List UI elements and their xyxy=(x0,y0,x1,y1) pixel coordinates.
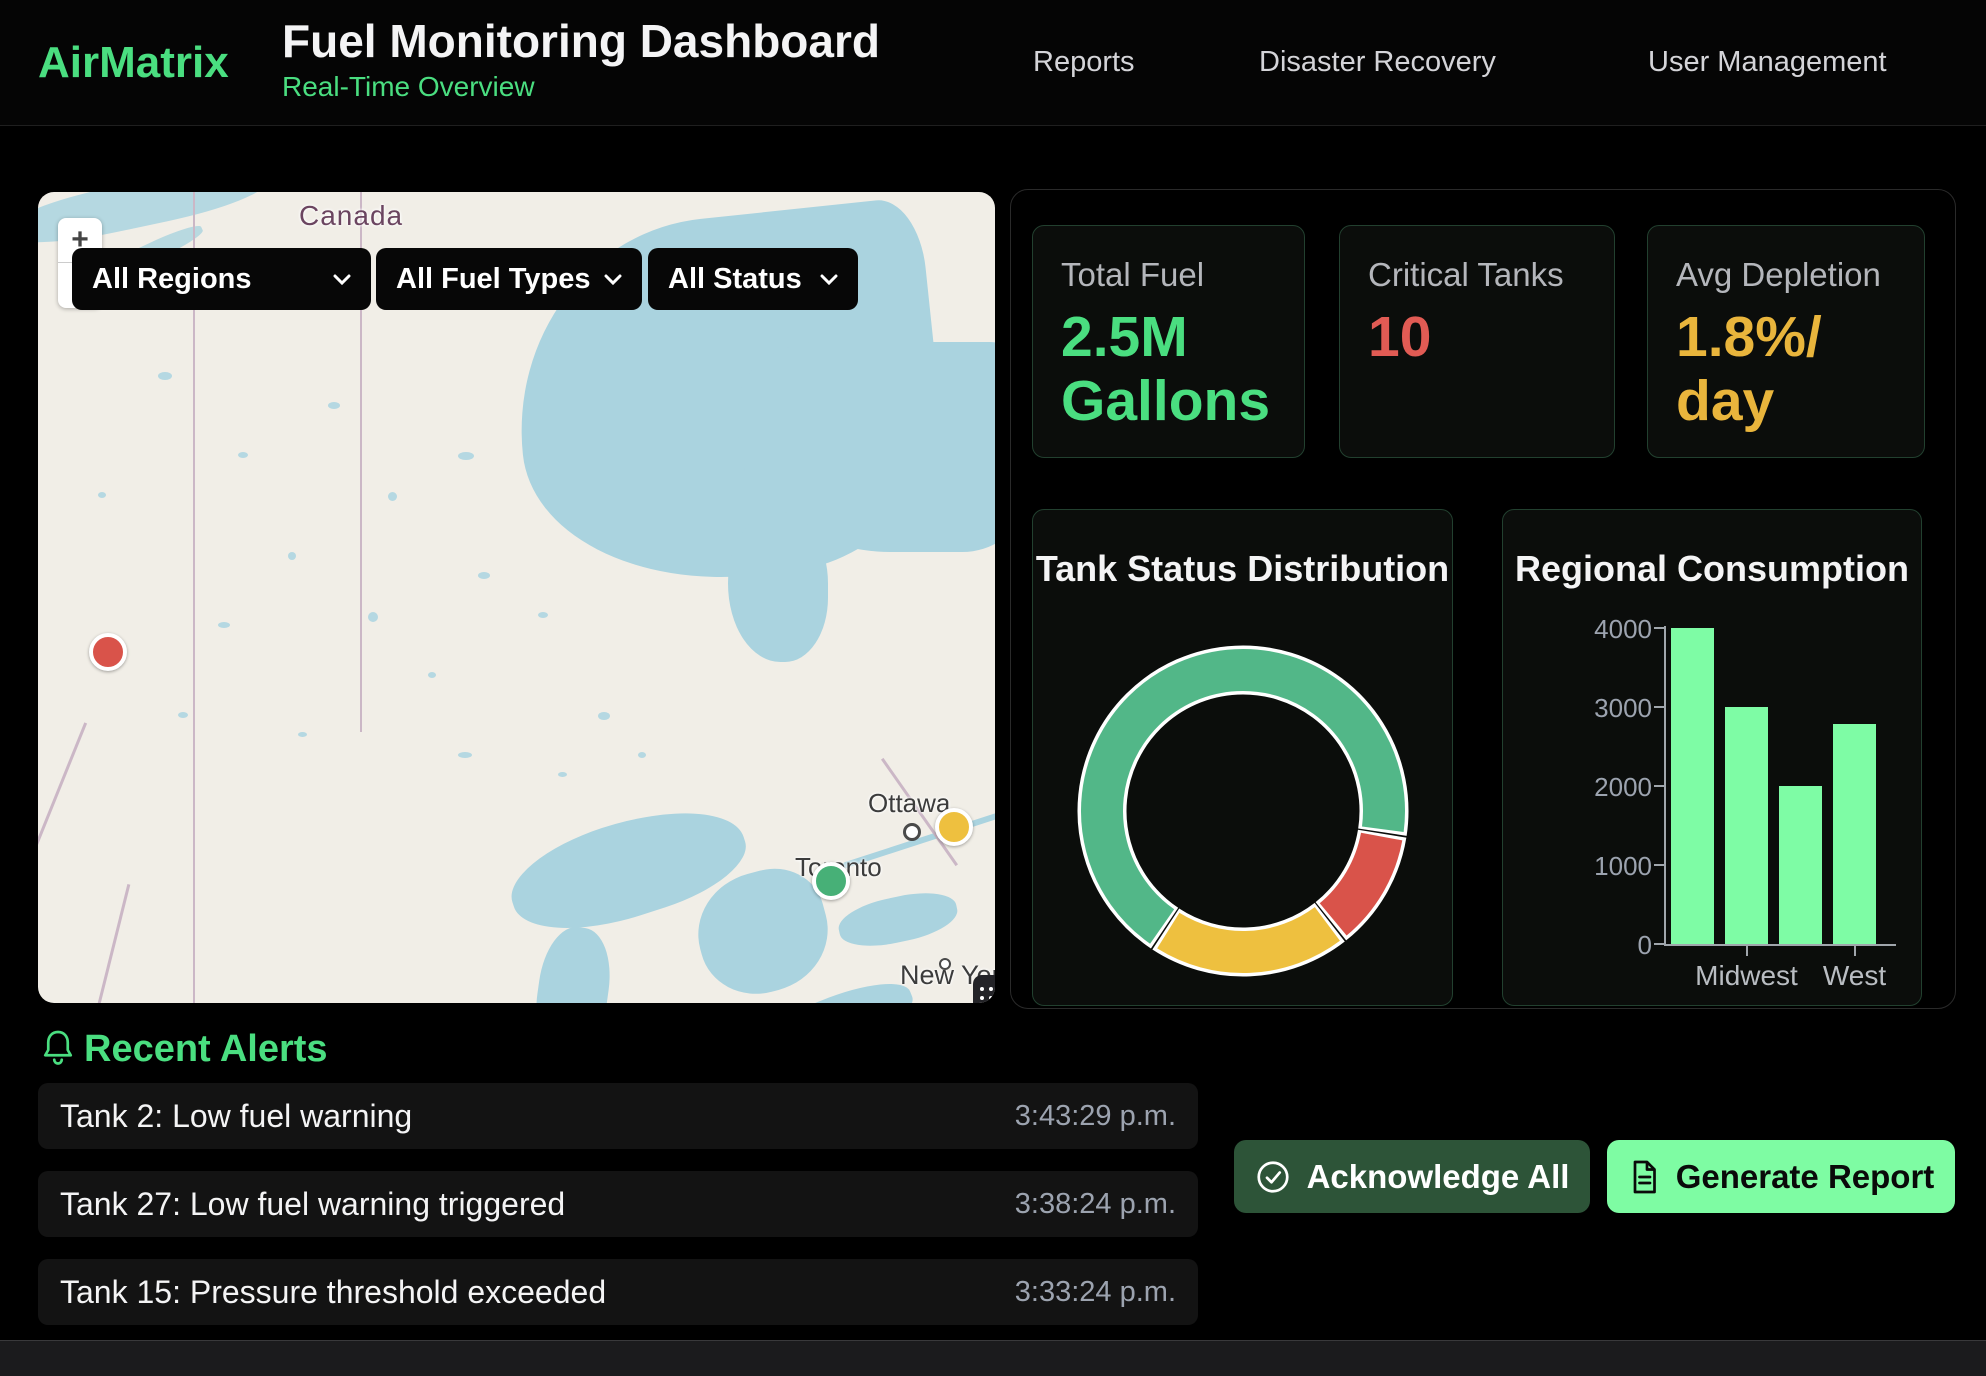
tank-status-chart-card: Tank Status Distribution xyxy=(1032,509,1453,1006)
small-lake xyxy=(238,452,248,458)
small-lake xyxy=(558,772,567,777)
bottom-strip xyxy=(0,1340,1986,1376)
bar-0 xyxy=(1671,628,1714,944)
regional-consumption-chart-card: Regional Consumption 0 1000 2000 3000 4000 Mi… xyxy=(1502,509,1922,1006)
bar-1 xyxy=(1725,707,1768,944)
alert-message: Tank 2: Low fuel warning xyxy=(60,1097,413,1134)
nav-user-management[interactable]: User Management xyxy=(1648,46,1887,78)
map-resize-handle[interactable] xyxy=(973,975,995,1003)
small-lake xyxy=(178,712,188,718)
ottawa-city-marker xyxy=(903,823,921,841)
regional-consumption-chart-title: Regional Consumption xyxy=(1515,548,1909,589)
alert-message: Tank 27: Low fuel warning triggered xyxy=(60,1185,566,1222)
chevron-down-icon xyxy=(604,274,622,285)
small-lake xyxy=(538,612,548,618)
map-label-canada: Canada xyxy=(299,200,404,231)
chevron-down-icon xyxy=(820,274,838,285)
generate-report-label: Generate Report xyxy=(1675,1157,1935,1195)
right-panel-border xyxy=(1010,189,1956,1009)
acknowledge-all-button[interactable]: Acknowledge All xyxy=(1234,1140,1590,1213)
bar-3 xyxy=(1833,724,1876,944)
tank-status-doughnut-chart xyxy=(1077,645,1409,977)
small-lake xyxy=(598,712,610,720)
small-lake xyxy=(638,752,646,758)
stat-card-total-fuel: Total Fuel 2.5M Gallons xyxy=(1032,225,1305,458)
stat-value-avg-depletion: 1.8%/ day xyxy=(1676,305,1822,433)
small-lake xyxy=(478,572,490,579)
alert-row[interactable]: Tank 27: Low fuel warning triggered 3:38… xyxy=(38,1171,1198,1237)
regional-consumption-bar-chart: 0 1000 2000 3000 4000 Midwest West xyxy=(1503,510,1921,1005)
map-label-ottawa: Ottawa xyxy=(868,788,951,818)
small-lake xyxy=(98,492,106,498)
nav-disaster-recovery[interactable]: Disaster Recovery xyxy=(1259,46,1496,78)
small-lake xyxy=(218,622,230,628)
alert-row[interactable]: Tank 15: Pressure threshold exceeded 3:3… xyxy=(38,1259,1198,1325)
header: AirMatrix Fuel Monitoring Dashboard Real… xyxy=(0,0,1986,126)
alert-time: 3:38:24 p.m. xyxy=(1014,1187,1176,1220)
nav-reports[interactable]: Reports xyxy=(1033,46,1135,78)
small-lake xyxy=(458,752,472,758)
generate-report-button[interactable]: Generate Report xyxy=(1607,1140,1955,1213)
map[interactable]: Canada Ottawa Toronto New York + − All R… xyxy=(38,192,995,1003)
document-icon xyxy=(1633,1160,1656,1193)
stat-value-total-fuel: 2.5M Gallons xyxy=(1061,305,1271,433)
province-border xyxy=(88,884,131,1003)
status-filter-value: All Status xyxy=(668,262,802,295)
doughnut-slice-normal xyxy=(1081,649,1405,944)
small-lake xyxy=(458,452,474,460)
province-border xyxy=(193,192,195,1003)
alerts-section-title: Recent Alerts xyxy=(84,1028,328,1070)
lake-ontario xyxy=(834,885,962,954)
small-lake xyxy=(158,372,172,380)
zoom-in-button[interactable]: + xyxy=(71,223,89,256)
lake-michigan xyxy=(529,922,617,1003)
tank-status-chart-title: Tank Status Distribution xyxy=(1035,548,1450,589)
chevron-down-icon xyxy=(333,274,351,285)
province-border xyxy=(38,722,88,1002)
small-lake xyxy=(428,672,436,678)
stat-label: Avg Depletion xyxy=(1676,256,1881,293)
page-title: Fuel Monitoring Dashboard xyxy=(282,15,880,67)
small-lake xyxy=(288,552,296,560)
small-lake xyxy=(298,732,307,737)
region-filter-value: All Regions xyxy=(92,262,252,295)
page-subtitle: Real-Time Overview xyxy=(282,71,535,103)
doughnut-slice-critical xyxy=(1319,832,1403,936)
stat-label: Total Fuel xyxy=(1061,256,1205,293)
brand-logo[interactable]: AirMatrix xyxy=(38,38,229,87)
tank-marker-warning[interactable] xyxy=(935,808,973,846)
alert-time: 3:43:29 p.m. xyxy=(1014,1099,1176,1132)
acknowledge-all-label: Acknowledge All xyxy=(1306,1157,1570,1195)
bar-2 xyxy=(1779,786,1822,944)
fuel-type-filter-select[interactable]: All Fuel Types xyxy=(376,248,642,310)
status-filter-select[interactable]: All Status xyxy=(648,248,858,310)
tank-marker-critical[interactable] xyxy=(89,633,127,671)
small-lake xyxy=(388,492,397,501)
stat-card-critical-tanks: Critical Tanks 10 xyxy=(1339,225,1615,458)
alert-message: Tank 15: Pressure threshold exceeded xyxy=(60,1273,607,1310)
bell-icon xyxy=(43,1030,73,1065)
small-lake xyxy=(328,402,340,409)
alert-row[interactable]: Tank 2: Low fuel warning 3:43:29 p.m. xyxy=(38,1083,1198,1149)
title-block: Fuel Monitoring Dashboard Real-Time Over… xyxy=(282,14,880,103)
james-bay xyxy=(728,512,828,662)
small-lake xyxy=(368,612,378,622)
tank-marker-normal[interactable] xyxy=(812,862,850,900)
fuel-type-filter-value: All Fuel Types xyxy=(396,262,591,295)
stat-card-avg-depletion: Avg Depletion 1.8%/ day xyxy=(1647,225,1925,458)
new-york-city-marker xyxy=(939,958,951,970)
stat-label: Critical Tanks xyxy=(1368,256,1564,293)
doughnut-slice-warning xyxy=(1157,906,1340,973)
check-circle-icon xyxy=(1256,1160,1289,1193)
province-border xyxy=(360,192,362,732)
stat-value-critical-tanks: 10 xyxy=(1368,305,1432,369)
alert-time: 3:33:24 p.m. xyxy=(1014,1275,1176,1308)
region-filter-select[interactable]: All Regions xyxy=(72,248,371,310)
